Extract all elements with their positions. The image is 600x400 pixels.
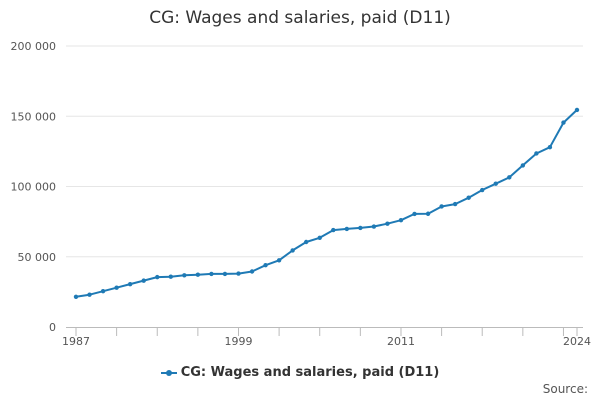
data-point[interactable] bbox=[385, 221, 390, 226]
data-point[interactable] bbox=[73, 294, 79, 299]
source-label: Source: bbox=[542, 382, 588, 396]
y-axis-ticks: 0 50 000 100 000 150 000 200 000 bbox=[11, 40, 57, 334]
data-point[interactable] bbox=[493, 181, 498, 186]
data-point[interactable] bbox=[114, 285, 119, 290]
chart-title: CG: Wages and salaries, paid (D11) bbox=[149, 8, 451, 28]
data-point[interactable] bbox=[317, 235, 322, 240]
data-point[interactable] bbox=[534, 151, 539, 156]
data-point[interactable] bbox=[547, 144, 553, 150]
data-point[interactable] bbox=[425, 211, 431, 216]
data-point[interactable] bbox=[331, 227, 336, 233]
x-tick-label: 2024 bbox=[563, 335, 591, 348]
data-point[interactable] bbox=[371, 224, 377, 229]
data-point[interactable] bbox=[466, 195, 471, 200]
data-point[interactable] bbox=[398, 218, 404, 223]
series-group bbox=[73, 107, 580, 299]
y-tick-label: 0 bbox=[49, 321, 56, 334]
data-point[interactable] bbox=[263, 262, 268, 268]
data-point[interactable] bbox=[100, 288, 106, 294]
data-point[interactable] bbox=[87, 292, 92, 297]
data-point[interactable] bbox=[127, 281, 133, 287]
x-tick-label: 1987 bbox=[62, 335, 90, 348]
y-tick-label: 200 000 bbox=[11, 40, 57, 53]
data-point[interactable] bbox=[480, 187, 485, 193]
gridlines bbox=[66, 45, 583, 258]
data-point[interactable] bbox=[182, 273, 187, 278]
data-point[interactable] bbox=[452, 201, 458, 207]
data-point[interactable] bbox=[168, 274, 173, 279]
legend-swatch-icon bbox=[160, 369, 177, 376]
y-tick-label: 150 000 bbox=[11, 110, 57, 123]
data-point[interactable] bbox=[276, 258, 282, 263]
x-tick-label: 2011 bbox=[387, 335, 415, 348]
y-tick-label: 100 000 bbox=[11, 181, 57, 194]
data-point[interactable] bbox=[249, 269, 255, 274]
data-point[interactable] bbox=[195, 272, 201, 277]
x-tick-label: 1999 bbox=[224, 335, 252, 348]
data-point[interactable] bbox=[561, 120, 566, 125]
data-point[interactable] bbox=[507, 175, 512, 180]
data-point[interactable] bbox=[155, 274, 160, 280]
data-point[interactable] bbox=[344, 226, 350, 232]
y-tick-label: 50 000 bbox=[18, 251, 57, 264]
data-point[interactable] bbox=[439, 204, 444, 209]
data-point[interactable] bbox=[358, 225, 363, 231]
legend-label: CG: Wages and salaries, paid (D11) bbox=[180, 365, 440, 380]
data-point[interactable] bbox=[303, 239, 309, 245]
data-point[interactable] bbox=[520, 163, 526, 168]
data-point[interactable] bbox=[412, 211, 417, 217]
data-point[interactable] bbox=[236, 271, 241, 276]
data-point[interactable] bbox=[141, 278, 146, 283]
data-point[interactable] bbox=[222, 271, 228, 277]
legend[interactable]: CG: Wages and salaries, paid (D11) bbox=[0, 365, 600, 380]
data-point[interactable] bbox=[290, 248, 295, 253]
x-axis: 1987 1999 2011 2024 bbox=[62, 327, 591, 348]
data-point[interactable] bbox=[574, 107, 580, 113]
data-point[interactable] bbox=[209, 271, 214, 277]
series-line bbox=[75, 109, 578, 298]
